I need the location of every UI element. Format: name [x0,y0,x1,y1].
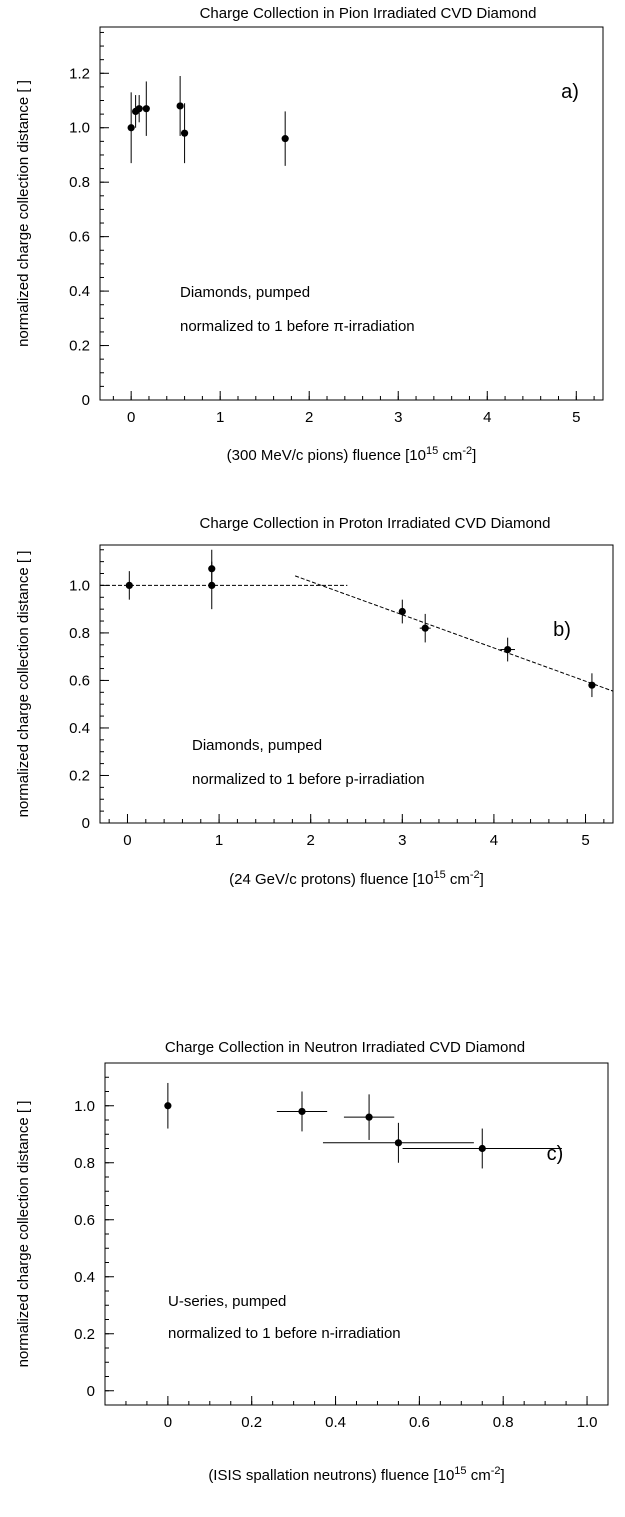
x-tick-label: 4 [483,409,491,426]
y-tick-label: 1.0 [69,120,90,137]
y-axis-label: normalized charge collection distance [ … [15,551,32,818]
data-point [164,1102,172,1110]
x-tick-label: 4 [490,832,498,849]
x-tick-label: 5 [572,409,580,426]
y-tick-label: 0.6 [69,229,90,246]
y-tick-label: 0 [82,815,90,832]
y-tick-label: 0.4 [74,1269,95,1286]
chart-title: Charge Collection in Proton Irradiated C… [199,515,550,532]
chart-panel-1: Charge Collection in Pion Irradiated CVD… [15,5,604,464]
panel-label: a) [561,81,579,103]
x-tick-label: 1 [216,409,224,426]
data-point [176,102,184,110]
x-tick-label: 0 [127,409,135,426]
y-tick-label: 0.6 [69,672,90,689]
y-tick-label: 0 [82,392,90,409]
data-point [142,105,150,113]
data-point [281,135,289,143]
data-point [365,1113,373,1121]
y-axis-label: normalized charge collection distance [ … [15,80,32,347]
data-point [421,624,429,632]
x-axis-label: (300 MeV/c pions) fluence [1015 cm-2] [227,445,477,464]
x-tick-label: 0 [164,1414,172,1431]
y-tick-label: 0.4 [69,720,90,737]
data-point [127,124,135,132]
annotation-line: normalized to 1 before π-irradiation [180,318,415,335]
y-tick-label: 0.8 [69,625,90,642]
x-tick-label: 3 [394,409,402,426]
x-tick-label: 1 [215,832,223,849]
y-tick-label: 0.8 [74,1155,95,1172]
y-tick-label: 0 [87,1383,95,1400]
y-tick-label: 1.2 [69,65,90,82]
data-point [208,581,216,589]
data-point [588,681,596,689]
chart-title: Charge Collection in Pion Irradiated CVD… [200,5,537,22]
chart-title: Charge Collection in Neutron Irradiated … [165,1039,525,1056]
y-tick-label: 0.2 [69,767,90,784]
y-tick-label: 0.2 [69,338,90,355]
x-axis-label: (24 GeV/c protons) fluence [1015 cm-2] [229,869,484,888]
chart-panel-3: Charge Collection in Neutron Irradiated … [15,1039,609,1484]
x-tick-label: 0.8 [493,1414,514,1431]
data-point [394,1139,403,1147]
x-tick-label: 0 [123,832,131,849]
y-tick-label: 0.6 [74,1212,95,1229]
x-tick-label: 5 [581,832,589,849]
y-tick-label: 0.2 [74,1326,95,1343]
annotation-line: Diamonds, pumped [192,737,322,754]
data-point [180,129,189,137]
data-point [135,105,143,113]
x-tick-label: 2 [305,409,313,426]
annotation-line: normalized to 1 before p-irradiation [192,771,425,788]
x-tick-label: 2 [307,832,315,849]
x-tick-label: 0.2 [241,1414,262,1431]
panel-label: c) [547,1143,564,1165]
fit-line [294,575,614,692]
plot-frame [104,1062,609,1406]
y-tick-label: 0.4 [69,283,90,300]
data-point [125,581,133,589]
plot-frame [99,544,614,824]
panel-label: b) [553,619,571,641]
annotation-line: Diamonds, pumped [180,284,310,301]
data-point [398,607,406,616]
data-point [504,645,512,654]
y-axis-label: normalized charge collection distance [ … [15,1101,32,1368]
x-tick-label: 3 [398,832,406,849]
annotation-line: U-series, pumped [168,1293,286,1310]
y-tick-label: 0.8 [69,174,90,191]
x-tick-label: 1.0 [577,1414,598,1431]
plot-frame [99,26,604,401]
x-axis-label: (ISIS spallation neutrons) fluence [1015… [208,1465,504,1484]
chart-panel-2: Charge Collection in Proton Irradiated C… [15,515,614,888]
data-point [298,1107,306,1116]
x-tick-label: 0.6 [409,1414,430,1431]
y-tick-label: 1.0 [74,1098,95,1115]
y-tick-label: 1.0 [69,577,90,594]
annotation-line: normalized to 1 before n-irradiation [168,1325,401,1342]
x-tick-label: 0.4 [325,1414,346,1431]
data-point [478,1144,486,1153]
